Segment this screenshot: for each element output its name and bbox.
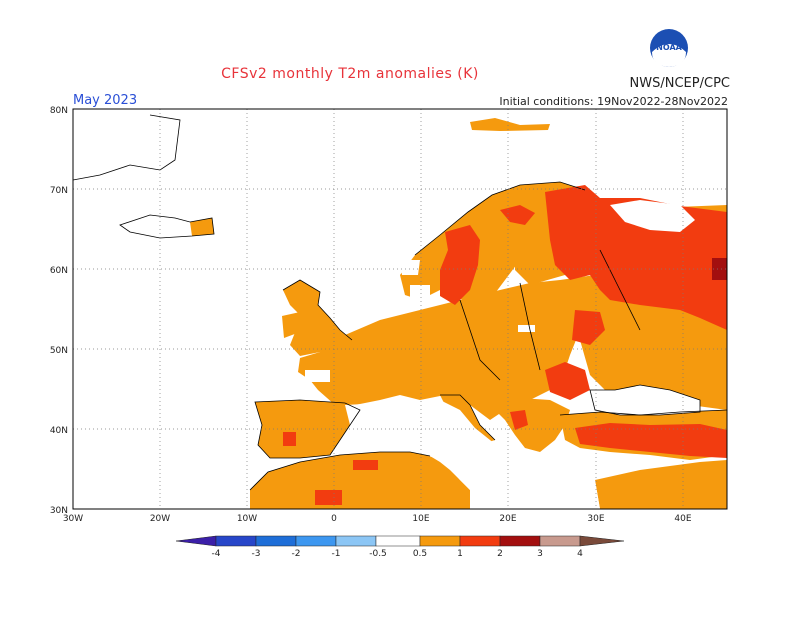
legend-swatch-2-3 bbox=[499, 535, 541, 547]
anomaly-darkred bbox=[712, 258, 727, 280]
lat-axis: 80N 70N 60N 50N 40N 30N bbox=[50, 106, 68, 516]
noaa-logo-text: NOAA bbox=[656, 43, 682, 52]
lon-label-10e: 10E bbox=[412, 514, 429, 524]
lat-label-50n: 50N bbox=[50, 346, 68, 356]
legend-label: 0.5 bbox=[413, 549, 427, 559]
map-frame bbox=[72, 108, 728, 510]
legend-label: 2 bbox=[497, 549, 503, 559]
legend-label: -2 bbox=[292, 549, 301, 559]
color-legend: -4 -3 -2 -1 -0.5 0.5 1 2 3 4 bbox=[175, 535, 625, 559]
legend-label: 4 bbox=[577, 549, 583, 559]
lat-label-70n: 70N bbox=[50, 186, 68, 196]
legend-swatch-3-4 bbox=[539, 535, 581, 547]
anomaly-neutral bbox=[305, 200, 700, 509]
initial-conditions: Initial conditions: 19Nov2022-28Nov2022 bbox=[499, 95, 728, 108]
legend-label: -3 bbox=[252, 549, 261, 559]
legend-swatch-2-1 bbox=[295, 535, 337, 547]
legend-swatch-05-1 bbox=[419, 535, 461, 547]
legend-label: -4 bbox=[212, 549, 221, 559]
lon-label-10w: 10W bbox=[237, 514, 257, 524]
legend-swatch-gt-4 bbox=[579, 535, 625, 547]
organization-label: NWS/NCEP/CPC bbox=[629, 76, 730, 91]
coastlines bbox=[72, 114, 728, 491]
legend-swatch-3-2 bbox=[255, 535, 297, 547]
lon-label-30w: 30W bbox=[63, 514, 83, 524]
lon-label-40e: 40E bbox=[674, 514, 691, 524]
legend-swatch-neutral bbox=[375, 535, 421, 547]
map-title: CFSv2 monthly T2m anomalies (K) bbox=[221, 66, 479, 82]
legend-label: -1 bbox=[332, 549, 341, 559]
lat-label-80n: 80N bbox=[50, 106, 68, 116]
lon-label-0: 0 bbox=[331, 514, 337, 524]
lat-label-30n: 30N bbox=[50, 506, 68, 516]
legend-label: -0.5 bbox=[369, 549, 387, 559]
forecast-month: May 2023 bbox=[73, 93, 138, 108]
lat-label-40n: 40N bbox=[50, 426, 68, 436]
legend-label: 3 bbox=[537, 549, 543, 559]
legend-swatch-1-2 bbox=[459, 535, 501, 547]
legend-label: 1 bbox=[457, 549, 463, 559]
lon-label-20e: 20E bbox=[499, 514, 516, 524]
lon-label-30e: 30E bbox=[587, 514, 604, 524]
lat-label-60n: 60N bbox=[50, 266, 68, 276]
lon-axis: 30W 20W 10W 0 10E 20E 30E 40E bbox=[63, 514, 692, 524]
graticule bbox=[73, 109, 727, 509]
legend-swatch-lt-4 bbox=[175, 535, 217, 547]
lon-label-20w: 20W bbox=[150, 514, 170, 524]
legend-swatch-4-3 bbox=[215, 535, 257, 547]
noaa-logo: NOAA bbox=[650, 29, 688, 67]
legend-swatch-1-05 bbox=[335, 535, 377, 547]
